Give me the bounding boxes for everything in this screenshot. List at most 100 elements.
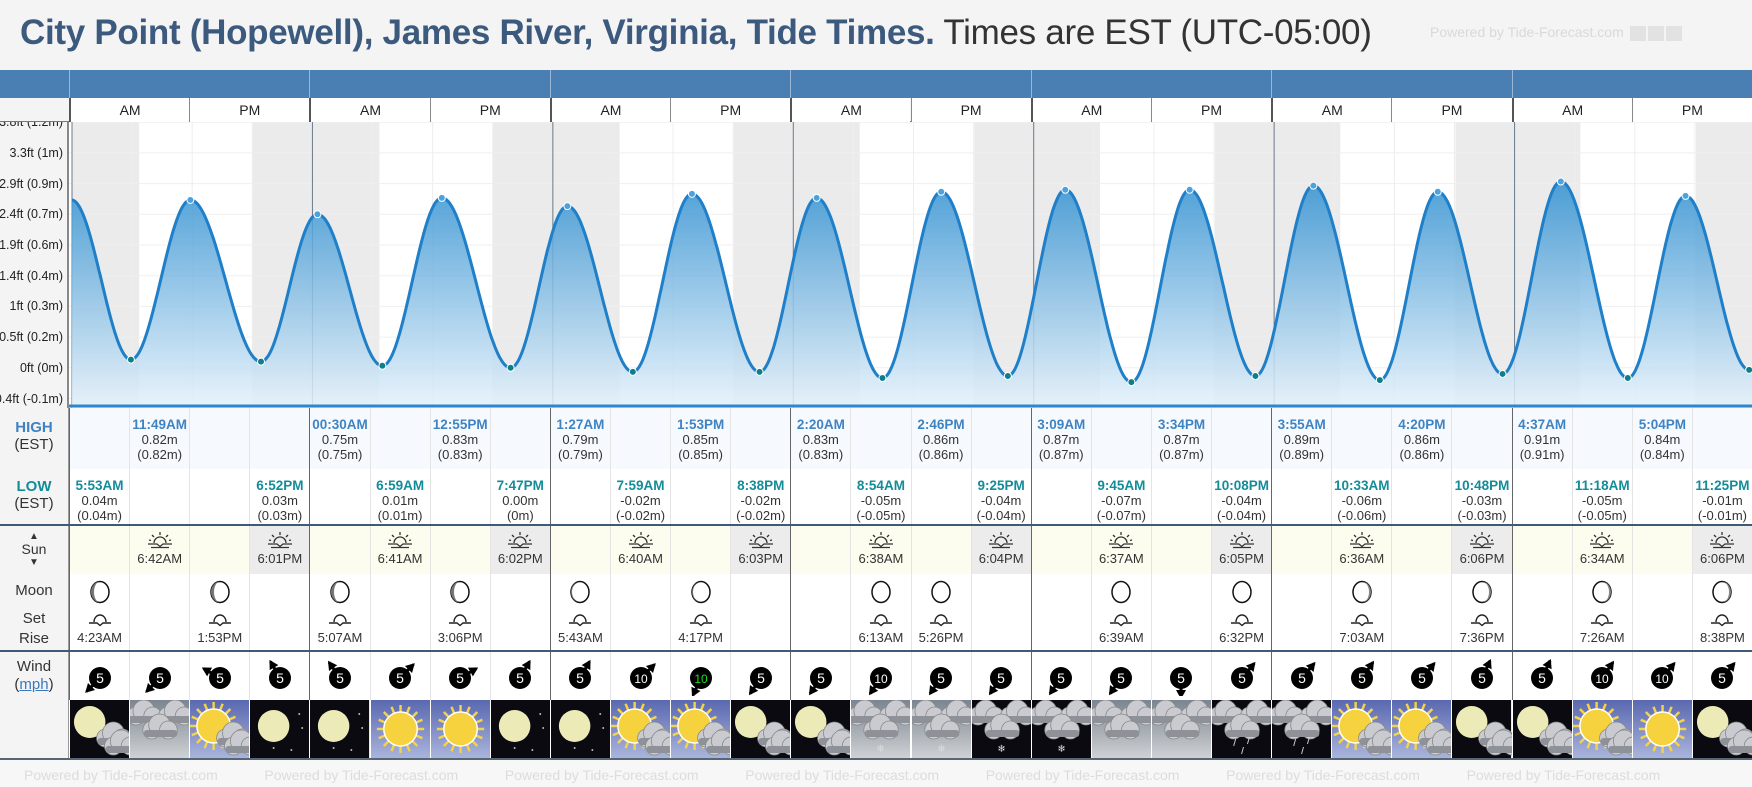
wind-direction-icon: 5 (1410, 661, 1436, 689)
moonrise-time: 8:38PM (1700, 630, 1745, 645)
sunrise-entry: 6:42AM (129, 526, 190, 574)
table-cell (309, 700, 370, 758)
table-cell (69, 700, 130, 758)
low-tide-point[interactable] (1127, 378, 1136, 387)
sunset-entry: 6:04PM (970, 526, 1031, 574)
half-day-am: AM (69, 98, 190, 122)
low-tide-entry: 6:52PM 0.03m (0.03m) (249, 469, 309, 524)
table-cell (609, 408, 670, 469)
low-tide-point[interactable] (628, 367, 637, 376)
high-tide-point[interactable] (186, 195, 195, 204)
table-cell: 5 (129, 652, 189, 700)
low-tide-point[interactable] (1745, 365, 1752, 374)
half-day-am: AM (1030, 98, 1151, 122)
low-tide-point[interactable] (878, 374, 887, 383)
high-tide-height-alt: (0.83m) (798, 447, 844, 462)
high-tide-point[interactable] (1433, 187, 1442, 196)
sunrise-icon (868, 532, 893, 549)
am-pm-row: AM PM AM PM AM PM AM PM AM PM AM PM AM PM (0, 98, 1752, 122)
wind-title: Wind (16, 658, 52, 675)
moonrise-set-icon (1110, 614, 1133, 627)
high-tide-height-alt: (0.82m) (137, 447, 183, 462)
half-day-pm: PM (910, 98, 1031, 122)
low-tide-point[interactable] (257, 357, 266, 366)
moonrise-set-icon (449, 614, 472, 627)
wind-row: Wind (mph) 5 5 5 5 5 5 5 5 5 10 10 5 5 10 5 5 5 5 5 5 5 5 5 5 5 1… (0, 652, 1752, 700)
weather-label (0, 700, 69, 758)
wind-direction-icon: 5 (1049, 667, 1073, 696)
high-tide-height-alt: (0.89m) (1279, 447, 1325, 462)
moonset-entry: 4:23AM (69, 574, 129, 650)
table-cell (1090, 700, 1151, 758)
table-cell: 10 (850, 652, 910, 700)
wind-direction-icon: 5 (389, 663, 415, 689)
high-tide-point[interactable] (563, 202, 572, 211)
wind-label: Wind (mph) (0, 652, 69, 700)
table-cell (1030, 574, 1091, 650)
watermark-text: Powered by Tide-Forecast.com (1430, 24, 1624, 40)
high-tide-point[interactable] (1556, 177, 1565, 186)
low-tide-time: 9:25PM (977, 478, 1025, 493)
high-tide-point[interactable] (1309, 181, 1318, 190)
weather-row: ❄ ❄ ❄ ❄ (0, 700, 1752, 758)
y-tick-label: 0ft (0m) (19, 360, 63, 375)
low-tide-entry: 10:48PM -0.03m (-0.03m) (1451, 469, 1511, 524)
sunrise-entry: 6:34AM (1571, 526, 1632, 574)
high-tide-point[interactable] (812, 193, 821, 202)
moonrise-set-icon (869, 614, 892, 627)
sunrise-entry: 6:37AM (1090, 526, 1151, 574)
moon-weather-icon (250, 700, 310, 758)
high-tide-point[interactable] (313, 210, 322, 219)
low-tide-point[interactable] (506, 363, 515, 372)
table-cell: ❄ (970, 700, 1031, 758)
table-cell (609, 700, 671, 758)
sunrise-icon (1109, 532, 1134, 549)
low-tide-point[interactable] (378, 361, 387, 370)
high-tide-point[interactable] (1681, 191, 1690, 200)
high-tz: (EST) (14, 436, 54, 453)
low-tide-height: -0.02m (740, 493, 781, 508)
sunrise-icon (388, 532, 413, 549)
low-tide-time: 10:33AM (1334, 478, 1390, 493)
high-tide-time: 00:30AM (312, 417, 368, 432)
high-tide-entry: 2:20AM 0.83m (0.83m) (790, 408, 850, 469)
high-tide-point[interactable] (687, 189, 696, 198)
low-tide-point[interactable] (1623, 374, 1632, 383)
table-cell (249, 574, 309, 650)
wind-unit-link[interactable]: mph (19, 676, 49, 693)
table-cell (1691, 408, 1752, 469)
wind-speed: 5 (1178, 670, 1186, 686)
y-tick-label: 1.9ft (0.6m) (0, 238, 63, 252)
sunrise-icon (1349, 532, 1374, 549)
watermark-footer: Powered by Tide-Forecast.com (745, 767, 940, 783)
low-tide-time: 5:53AM (75, 478, 124, 493)
low-tide-point[interactable] (1375, 376, 1384, 385)
moon-weather-icon (550, 700, 610, 758)
cloudy-weather-icon (130, 700, 190, 758)
low-tide-point[interactable] (1251, 371, 1260, 380)
high-tide-height: 0.91m (1524, 432, 1561, 447)
wind-speed: 5 (336, 670, 344, 686)
high-tide-entry: 1:27AM 0.79m (0.79m) (549, 408, 610, 469)
moonrise-set-icon (1350, 614, 1373, 627)
low-tide-point[interactable] (755, 367, 764, 376)
high-tide-point[interactable] (937, 187, 946, 196)
low-tide-point[interactable] (1498, 369, 1507, 378)
moonrise-entry: 6:32PM (1211, 574, 1271, 650)
moon-phase-icon (931, 580, 951, 604)
table-cell (1631, 700, 1692, 758)
high-tide-point[interactable] (437, 193, 446, 202)
high-tide-point[interactable] (1061, 185, 1070, 194)
low-tide-entry: 8:38PM -0.02m (-0.02m) (730, 469, 790, 524)
moon-phase-icon (1231, 580, 1252, 604)
high-tide-point[interactable] (1185, 185, 1194, 194)
low-tide-point[interactable] (126, 355, 135, 364)
watermark-footer: Powered by Tide-Forecast.com (985, 767, 1180, 783)
moonset-entry: 6:39AM (1090, 574, 1151, 650)
low-tide-point[interactable] (1003, 371, 1012, 380)
wind-direction-icon: 5 (808, 667, 832, 696)
half-day-am: AM (549, 98, 671, 122)
logo-icon (1665, 25, 1682, 41)
high-tide-entry: 3:55AM 0.89m (0.89m) (1271, 408, 1331, 469)
sunset-entry: 6:03PM (730, 526, 791, 574)
